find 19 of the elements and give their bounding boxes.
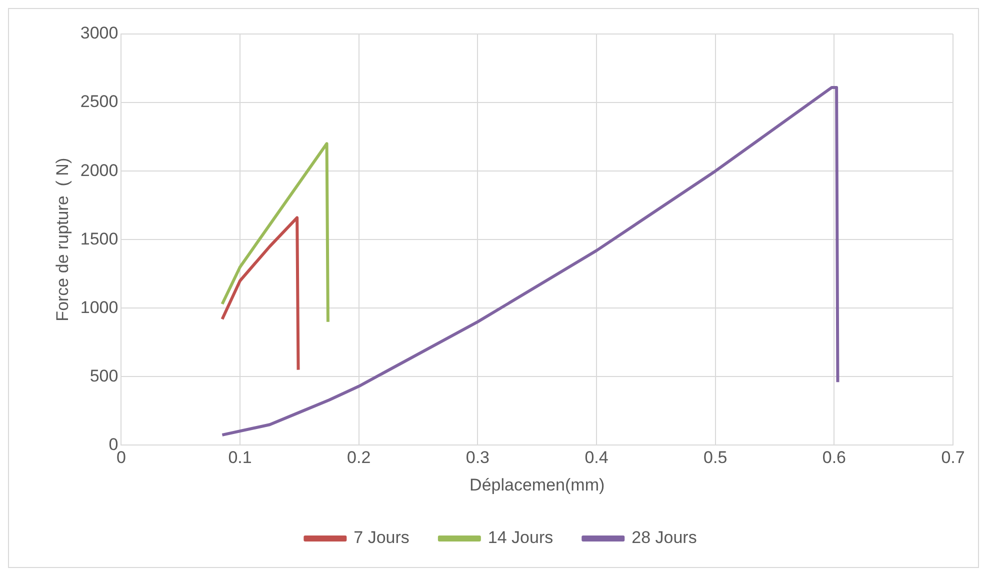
x-tick-label: 0.7 [941,448,965,468]
x-tick-label: 0.3 [466,448,490,468]
y-tick-label: 500 [90,366,118,386]
y-tick-label: 1500 [80,229,118,248]
x-axis-title: Déplacemen(mm) [470,475,605,494]
x-tick-label: 0.1 [228,448,252,468]
x-tick-label: 0.2 [347,448,371,468]
legend-label: 28 Jours [632,528,697,548]
x-tick-label: 0.6 [822,448,846,468]
y-tick-label: 1000 [80,298,118,317]
y-tick-label: 0 [108,434,118,454]
legend-label: 14 Jours [488,528,554,548]
x-tick-label: 0.4 [584,448,608,468]
legend-label: 7 Jours [354,528,410,548]
y-tick-label: 2000 [80,160,118,180]
y-axis-title: Force de rupture ( N) [52,158,72,322]
x-tick-label: 0.5 [704,448,728,468]
y-tick-label: 2500 [80,92,118,112]
y-tick-label: 3000 [80,24,118,43]
